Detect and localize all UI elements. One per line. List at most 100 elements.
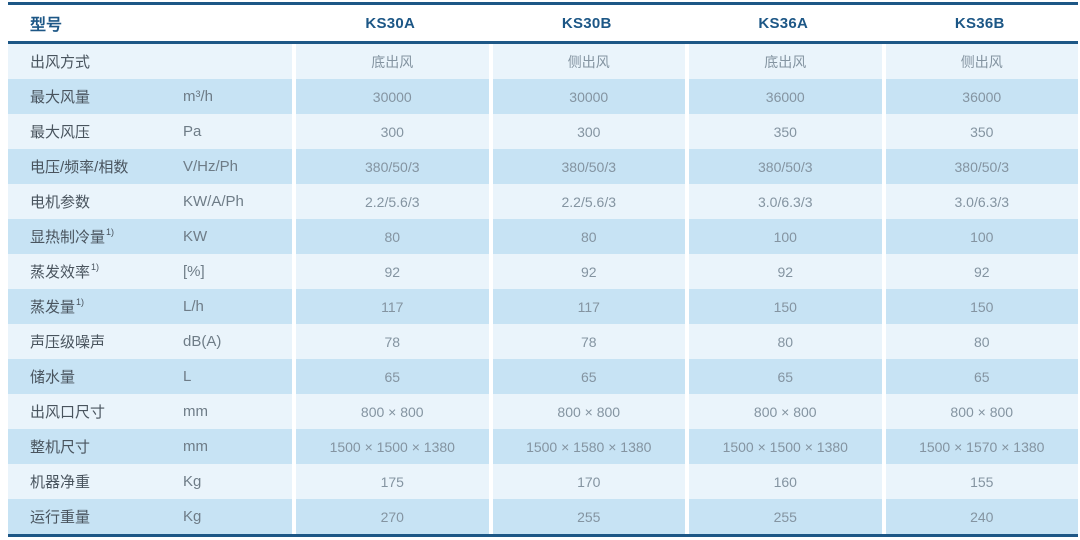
column-header-ks36b: KS36B [954,14,1005,32]
spec-row: 运行重量 Kg 270 255 255 240 [8,499,1078,534]
spec-value: 117 [488,289,686,324]
spec-label: 储水量 [8,359,175,394]
spec-value: 160 [685,464,882,499]
spec-row: 整机尺寸 mm 1500 × 1500 × 1380 1500 × 1580 ×… [8,429,1078,464]
spec-value: 36000 [685,79,882,114]
spec-label: 出风口尺寸 [8,394,175,429]
table-header-row: 型号 KS30A KS30B KS36A KS36B [8,5,1078,41]
spec-value: 30000 [488,79,686,114]
spec-value: 270 [292,499,489,534]
spec-value: 80 [488,219,686,254]
spec-value: 65 [488,359,686,394]
top-rule [8,2,1078,5]
spec-label: 出风方式 [8,44,175,79]
spec-value: 65 [881,359,1079,394]
spec-label: 蒸发量 1) [8,289,175,324]
spec-label: 电压/频率/相数 [8,149,175,184]
spec-label-text: 出风方式 [30,54,91,71]
spec-label: 机器净重 [8,464,175,499]
spec-label-text: 机器净重 [30,474,91,491]
spec-value: 150 [881,289,1079,324]
spec-row: 显热制冷量 1) KW 80 80 100 100 [8,219,1078,254]
spec-label: 显热制冷量 1) [8,219,175,254]
spec-label-text: 最大风压 [30,124,91,141]
spec-value: 3.0/6.3/3 [881,184,1079,219]
spec-label: 蒸发效率 1) [8,254,175,289]
spec-value: 350 [881,114,1079,149]
spec-value: 80 [292,219,489,254]
spec-value: 80 [685,324,882,359]
spec-unit [175,44,292,79]
spec-value: 92 [488,254,686,289]
spec-row: 蒸发效率 1) [%] 92 92 92 92 [8,254,1078,289]
spec-value: 30000 [292,79,489,114]
spec-value: 1500 × 1500 × 1380 [292,429,489,464]
spec-row: 出风口尺寸 mm 800 × 800 800 × 800 800 × 800 8… [8,394,1078,429]
spec-footnote-marker: 1) [91,262,100,272]
spec-value: 侧出风 [488,44,686,79]
spec-value: 78 [292,324,489,359]
spec-value: 3.0/6.3/3 [685,184,882,219]
spec-label-text: 显热制冷量 [30,229,106,246]
spec-label-text: 电压/频率/相数 [30,159,129,176]
spec-row: 最大风压 Pa 300 300 350 350 [8,114,1078,149]
spec-label: 运行重量 [8,499,175,534]
spec-value: 65 [292,359,489,394]
spec-value: 150 [685,289,882,324]
spec-footnote-marker: 1) [106,227,115,237]
spec-value: 117 [292,289,489,324]
spec-value: 350 [685,114,882,149]
spec-value: 175 [292,464,489,499]
spec-value: 1500 × 1570 × 1380 [881,429,1079,464]
spec-unit: mm [183,438,208,455]
bottom-rule [8,534,1078,537]
spec-value: 78 [488,324,686,359]
spec-row: 出风方式 底出风 侧出风 底出风 侧出风 [8,44,1078,79]
spec-value: 1500 × 1500 × 1380 [685,429,882,464]
spec-label-text: 最大风量 [30,89,91,106]
spec-value: 300 [488,114,686,149]
spec-unit: L [183,368,192,385]
spec-value: 65 [685,359,882,394]
header-rule [8,41,1078,44]
spec-label: 电机参数 [8,184,175,219]
spec-row: 最大风量 m³/h 30000 30000 36000 36000 [8,79,1078,114]
spec-value: 800 × 800 [881,394,1079,429]
model-header-label: 型号 [30,17,63,34]
spec-value: 255 [685,499,882,534]
column-header-ks30a: KS30A [365,14,416,32]
spec-label-text: 电机参数 [30,194,91,211]
spec-label-text: 声压级噪声 [30,334,106,351]
spec-unit: m³/h [183,88,213,105]
spec-value: 92 [685,254,882,289]
spec-unit: V/Hz/Ph [183,158,239,175]
spec-value: 1500 × 1580 × 1380 [488,429,686,464]
table-body: 出风方式 底出风 侧出风 底出风 侧出风 最大风量 m³/h 30000 300… [8,44,1078,534]
spec-value: 300 [292,114,489,149]
spec-label-text: 整机尺寸 [30,439,91,456]
spec-value: 800 × 800 [292,394,489,429]
spec-row: 机器净重 Kg 175 170 160 155 [8,464,1078,499]
spec-unit: KW [183,228,208,245]
spec-label: 声压级噪声 [8,324,175,359]
spec-value: 36000 [881,79,1079,114]
spec-unit: mm [183,403,208,420]
spec-value: 92 [881,254,1079,289]
spec-unit: KW/A/Ph [183,193,244,210]
spec-value: 380/50/3 [292,149,489,184]
spec-row: 储水量 L 65 65 65 65 [8,359,1078,394]
spec-value: 100 [881,219,1079,254]
spec-value: 2.2/5.6/3 [292,184,489,219]
spec-value: 380/50/3 [488,149,686,184]
spec-value: 80 [881,324,1079,359]
spec-value: 170 [488,464,686,499]
spec-label-text: 蒸发效率 [30,264,91,281]
spec-label-text: 储水量 [30,369,76,386]
spec-row: 声压级噪声 dB(A) 78 78 80 80 [8,324,1078,359]
spec-unit: [%] [183,263,205,280]
spec-footnote-marker: 1) [76,297,85,307]
spec-label: 最大风量 [8,79,175,114]
spec-label-text: 运行重量 [30,509,91,526]
spec-value: 侧出风 [881,44,1079,79]
spec-unit: Kg [183,473,202,490]
